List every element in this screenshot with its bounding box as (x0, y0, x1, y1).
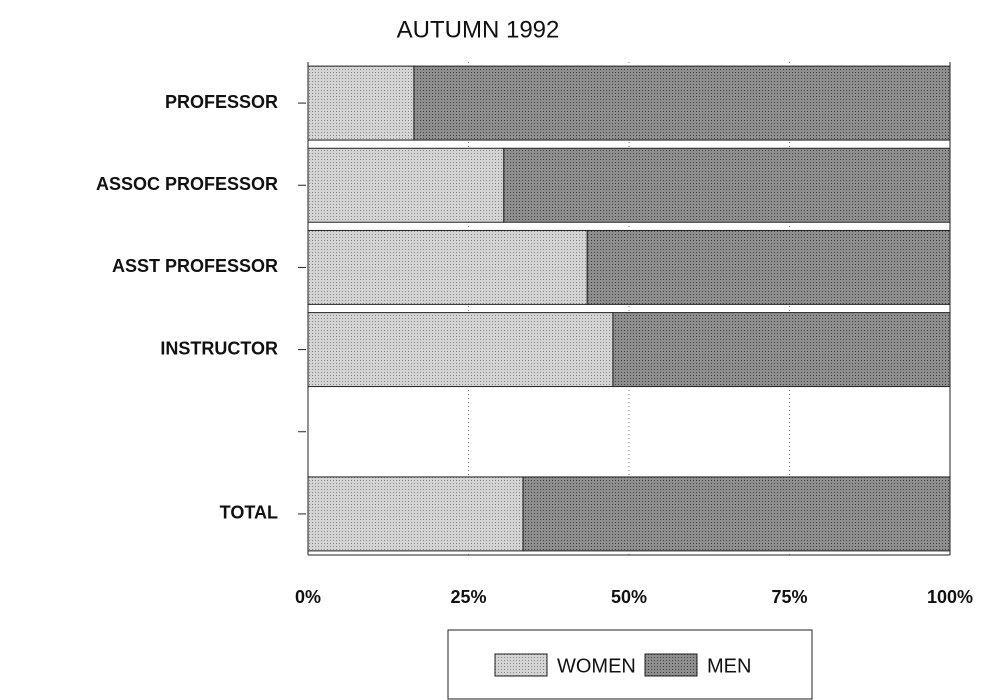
chart-title: AUTUMN 1992 (397, 16, 560, 43)
bar-segment (503, 147, 951, 223)
bar-segment (413, 65, 951, 141)
y-tick-label: ASSOC PROFESSOR (96, 174, 278, 194)
x-tick-label: 100% (927, 587, 973, 607)
x-tick-label: 25% (450, 587, 486, 607)
bar-segment (307, 147, 505, 223)
bar-segment (307, 476, 524, 552)
bar-segment (307, 229, 588, 305)
y-tick-label: INSTRUCTOR (160, 338, 278, 358)
legend-label: WOMEN (557, 655, 636, 677)
x-tick-label: 75% (771, 587, 807, 607)
x-tick-label: 50% (611, 587, 647, 607)
bar-segment (612, 312, 951, 388)
bar-segment (522, 476, 951, 552)
x-tick-label: 0% (295, 587, 321, 607)
y-tick-label: ASST PROFESSOR (112, 256, 278, 276)
bar-segment (307, 312, 614, 388)
y-tick-label: PROFESSOR (165, 92, 278, 112)
bar-segment (586, 229, 951, 305)
bar-segment (307, 65, 415, 141)
y-tick-label: TOTAL (220, 503, 278, 523)
legend-swatch (494, 653, 548, 677)
legend-label: MEN (707, 655, 751, 677)
legend-swatch (644, 653, 698, 677)
